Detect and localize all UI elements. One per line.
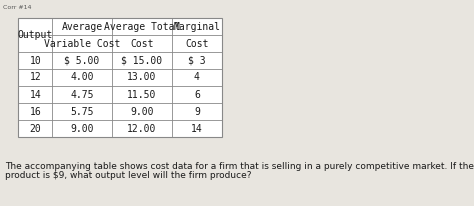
- Text: 4.75: 4.75: [70, 89, 94, 99]
- Text: $ 5.00: $ 5.00: [64, 55, 100, 66]
- Text: Marginal: Marginal: [173, 22, 220, 32]
- Text: 14: 14: [29, 89, 41, 99]
- Text: 9.00: 9.00: [130, 107, 154, 117]
- Text: Average Total: Average Total: [103, 22, 180, 32]
- Text: Cost: Cost: [130, 39, 154, 48]
- Text: 12.00: 12.00: [127, 124, 156, 133]
- Text: 4.00: 4.00: [70, 73, 94, 82]
- Text: 9: 9: [194, 107, 200, 117]
- Text: 16: 16: [29, 107, 41, 117]
- Text: 20: 20: [29, 124, 41, 133]
- Text: 9.00: 9.00: [70, 124, 94, 133]
- Text: 14: 14: [191, 124, 203, 133]
- Text: Corr #14: Corr #14: [3, 5, 31, 10]
- Text: The accompanying table shows cost data for a firm that is selling in a purely co: The accompanying table shows cost data f…: [5, 162, 474, 171]
- Bar: [18, 18, 222, 137]
- Text: Variable Cost: Variable Cost: [44, 39, 120, 48]
- Text: 11.50: 11.50: [127, 89, 156, 99]
- Text: 13.00: 13.00: [127, 73, 156, 82]
- Text: Average: Average: [62, 22, 102, 32]
- Text: Output: Output: [18, 30, 53, 40]
- Text: Cost: Cost: [185, 39, 209, 48]
- Text: 4: 4: [194, 73, 200, 82]
- Text: $ 15.00: $ 15.00: [121, 55, 162, 66]
- Text: product is $9, what output level will the firm produce?: product is $9, what output level will th…: [5, 171, 252, 180]
- Text: $ 3: $ 3: [188, 55, 206, 66]
- Text: 10: 10: [29, 55, 41, 66]
- Text: 5.75: 5.75: [70, 107, 94, 117]
- Text: 6: 6: [194, 89, 200, 99]
- Text: 12: 12: [29, 73, 41, 82]
